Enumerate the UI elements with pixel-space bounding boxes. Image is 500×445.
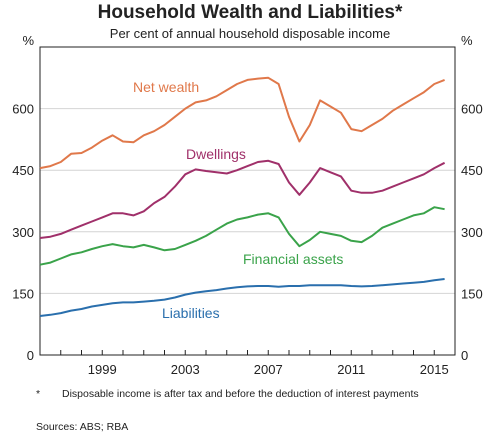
- y-tick-label-right-600: 600: [461, 102, 483, 117]
- y-tick-label-left-300: 300: [12, 225, 34, 240]
- grid-lines: [40, 108, 455, 294]
- y-tick-label-right-150: 150: [461, 286, 483, 301]
- sources: Sources: ABS; RBA: [36, 421, 129, 433]
- x-tick-label-1999: 1999: [88, 362, 117, 377]
- chart-title: Household Wealth and Liabilities*: [97, 2, 403, 23]
- y-tick-label-right-300: 300: [461, 225, 483, 240]
- x-tick-label-2003: 2003: [171, 362, 200, 377]
- y-tick-labels: 0 0 150 150 300 300 450 450 600 600: [12, 102, 482, 363]
- y-tick-label-left-450: 450: [12, 163, 34, 178]
- footnote-text: Disposable income is after tax and befor…: [62, 388, 419, 400]
- y-tick-label-left-0: 0: [27, 348, 34, 363]
- y-tick-label-right-450: 450: [461, 163, 483, 178]
- y-tick-label-left-150: 150: [12, 286, 34, 301]
- series-lines: [39, 76, 446, 317]
- series-label-net-wealth: Net wealth: [133, 79, 199, 95]
- line-chart: 0 0 150 150 300 300 450 450 600 600 1999 2003 2007 2…: [12, 33, 482, 377]
- series-line-liabilities: [39, 278, 445, 317]
- series-line-net-wealth: [39, 76, 445, 170]
- series-line-financial-assets: [39, 206, 445, 266]
- x-tick-label-2007: 2007: [254, 362, 283, 377]
- y-unit-right: %: [461, 33, 473, 48]
- x-ticks: [39, 350, 456, 355]
- x-tick-label-2011: 2011: [337, 362, 365, 377]
- x-tick-labels: 1999 2003 2007 2011 2015: [88, 362, 449, 377]
- x-tick-label-2015: 2015: [420, 362, 449, 377]
- y-tick-label-left-600: 600: [12, 102, 34, 117]
- series-line-dwellings: [39, 159, 446, 239]
- series-label-liabilities: Liabilities: [162, 305, 220, 321]
- footnote-marker: *: [36, 388, 41, 400]
- series-label-financial-assets: Financial assets: [243, 251, 343, 267]
- series-label-dwellings: Dwellings: [186, 146, 246, 162]
- y-tick-label-right-0: 0: [461, 348, 468, 363]
- plot-frame: [39, 46, 456, 356]
- chart-subtitle: Per cent of annual household disposable …: [109, 26, 391, 41]
- y-unit-left: %: [22, 33, 34, 48]
